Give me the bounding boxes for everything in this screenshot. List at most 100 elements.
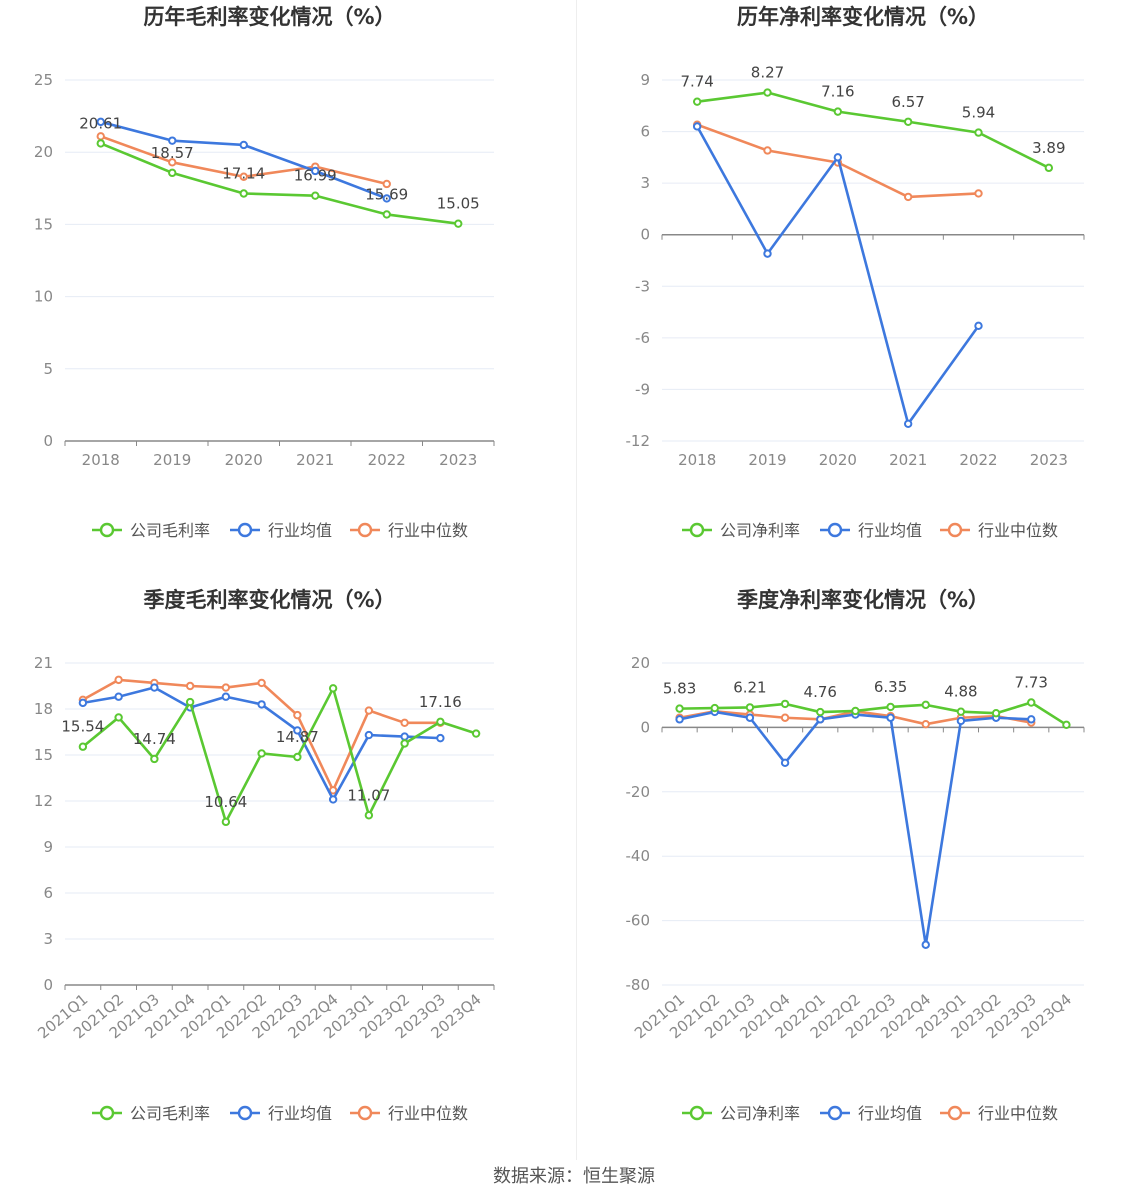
legend-marker <box>689 522 705 538</box>
series-line-company <box>82 687 477 824</box>
data-point-company <box>886 702 895 712</box>
series-line-company <box>100 142 459 225</box>
y-tick-label: 9 <box>43 838 53 856</box>
data-point-company <box>780 699 790 709</box>
series-line-company <box>679 701 1068 726</box>
legend-label: 行业中位数 <box>388 1104 468 1123</box>
x-tick-label: 2018 <box>82 451 120 469</box>
data-point-industry_median <box>328 786 338 795</box>
data-point-company <box>903 117 913 126</box>
data-point-industry_avg <box>974 321 983 331</box>
data-point-industry_median <box>114 675 123 685</box>
data-point-company <box>96 139 105 148</box>
chart-quarterly-net-margin: 季度净利率变化情况（%） -80 -60 -40 -20 0 20 2021Q1 2021Q2 2… <box>574 583 1148 1166</box>
chart-svg: 季度净利率变化情况（%）-80-60-40-200202021Q12021Q22… <box>626 588 1085 1123</box>
data-point-company <box>991 709 1001 718</box>
x-tick-label: 2019 <box>748 451 786 469</box>
y-tick-label: 5 <box>43 360 53 378</box>
data-point-industry_avg <box>382 194 391 203</box>
chart-title: 季度毛利率变化情况（%） <box>143 588 395 612</box>
series-line-industry_avg <box>679 710 1032 947</box>
data-point-company <box>921 700 930 710</box>
data-label: 4.88 <box>944 683 977 701</box>
y-tick-label: 20 <box>631 654 650 672</box>
legend-marker <box>689 1105 705 1121</box>
y-tick-label: 21 <box>34 654 53 672</box>
x-tick-label: 2022 <box>368 451 406 469</box>
chart-annual-net-margin: 历年净利率变化情况（%） -12 -9 -6 -3 0 3 6 9 2018 2019 2020 202… <box>574 0 1148 583</box>
legend-label: 公司净利率 <box>720 521 800 540</box>
y-tick-label: 0 <box>43 976 53 994</box>
chart-annual-gross-margin: 历年毛利率变化情况（%） 0 5 10 15 20 25 2018 2019 2020 2021 20… <box>0 0 574 583</box>
legend-label: 行业中位数 <box>978 1104 1058 1123</box>
data-point-company <box>745 703 755 712</box>
data-label: 16.99 <box>294 167 337 185</box>
data-point-industry_median <box>293 710 302 720</box>
x-tick-label: 2020 <box>819 451 857 469</box>
chart-svg: 历年净利率变化情况（%） -12 -9 -6 -3 0 3 6 9 2018 2019 2020 202… <box>626 5 1085 540</box>
data-point-company <box>78 742 88 751</box>
data-point-industry_median <box>903 192 913 202</box>
data-label: 18.57 <box>151 144 194 162</box>
data-point-industry_median <box>382 179 391 189</box>
series-line-industry_avg <box>696 125 980 426</box>
data-point-industry_avg <box>692 122 702 131</box>
data-point-company <box>816 707 825 717</box>
x-tick-label: 2023 <box>439 451 477 469</box>
data-label: 15.05 <box>437 195 480 213</box>
data-label: 7.73 <box>1015 674 1048 692</box>
data-point-company <box>185 697 195 707</box>
data-point-industry_median <box>239 172 248 181</box>
legend-label: 行业中位数 <box>388 521 468 540</box>
data-point-company <box>150 754 159 764</box>
legend-marker <box>99 522 115 538</box>
data-label: 11.07 <box>347 786 390 804</box>
y-tick-label: 9 <box>640 71 650 89</box>
legend-marker <box>947 522 963 538</box>
data-point-company <box>471 729 481 738</box>
x-tick-label: 2020 <box>225 451 263 469</box>
data-point-industry_avg <box>816 715 825 724</box>
data-point-company <box>763 88 772 97</box>
data-point-industry_median <box>185 681 195 691</box>
data-source-note: 数据来源：恒生聚源 <box>493 1166 655 1187</box>
data-point-industry_avg <box>311 166 320 176</box>
x-tick-label: 2019 <box>153 451 191 469</box>
y-tick-label: -3 <box>635 277 650 295</box>
data-label: 8.27 <box>751 64 784 82</box>
data-point-company <box>221 817 231 827</box>
y-tick-label: 6 <box>43 884 53 902</box>
data-point-company <box>710 703 719 713</box>
data-point-industry_median <box>168 158 177 167</box>
legend-marker <box>357 1105 373 1121</box>
data-point-industry_median <box>763 146 772 155</box>
legend-label: 行业均值 <box>268 521 332 540</box>
y-tick-label: 18 <box>34 700 53 718</box>
y-tick-label: 0 <box>640 718 650 736</box>
data-point-company <box>364 811 374 820</box>
data-point-industry_avg <box>833 153 843 162</box>
data-point-industry_avg <box>400 732 409 741</box>
y-tick-label: 3 <box>640 174 650 192</box>
y-tick-label: -60 <box>626 912 651 930</box>
data-label: 7.74 <box>680 73 713 91</box>
data-point-industry_median <box>257 678 266 688</box>
data-point-company <box>168 168 177 178</box>
data-point-company <box>114 713 123 722</box>
data-point-company <box>833 107 843 116</box>
data-label: 6.35 <box>874 678 907 696</box>
y-tick-label: 10 <box>34 288 53 306</box>
data-label: 4.76 <box>804 683 837 701</box>
legend-label: 行业中位数 <box>978 521 1058 540</box>
chart-svg: 季度毛利率变化情况（%）0369121518212021Q12021Q22021… <box>34 588 495 1123</box>
data-point-company <box>454 219 463 228</box>
data-label: 10.64 <box>204 793 247 811</box>
legend-label: 行业均值 <box>268 1104 332 1123</box>
data-label: 20.61 <box>79 114 122 132</box>
data-label: 14.87 <box>276 728 319 746</box>
legend-marker <box>99 1105 115 1121</box>
chart-title: 历年毛利率变化情况（%） <box>143 5 395 29</box>
y-tick-label: 12 <box>34 792 53 810</box>
y-tick-label: -40 <box>626 847 651 865</box>
data-label: 14.74 <box>133 730 176 748</box>
